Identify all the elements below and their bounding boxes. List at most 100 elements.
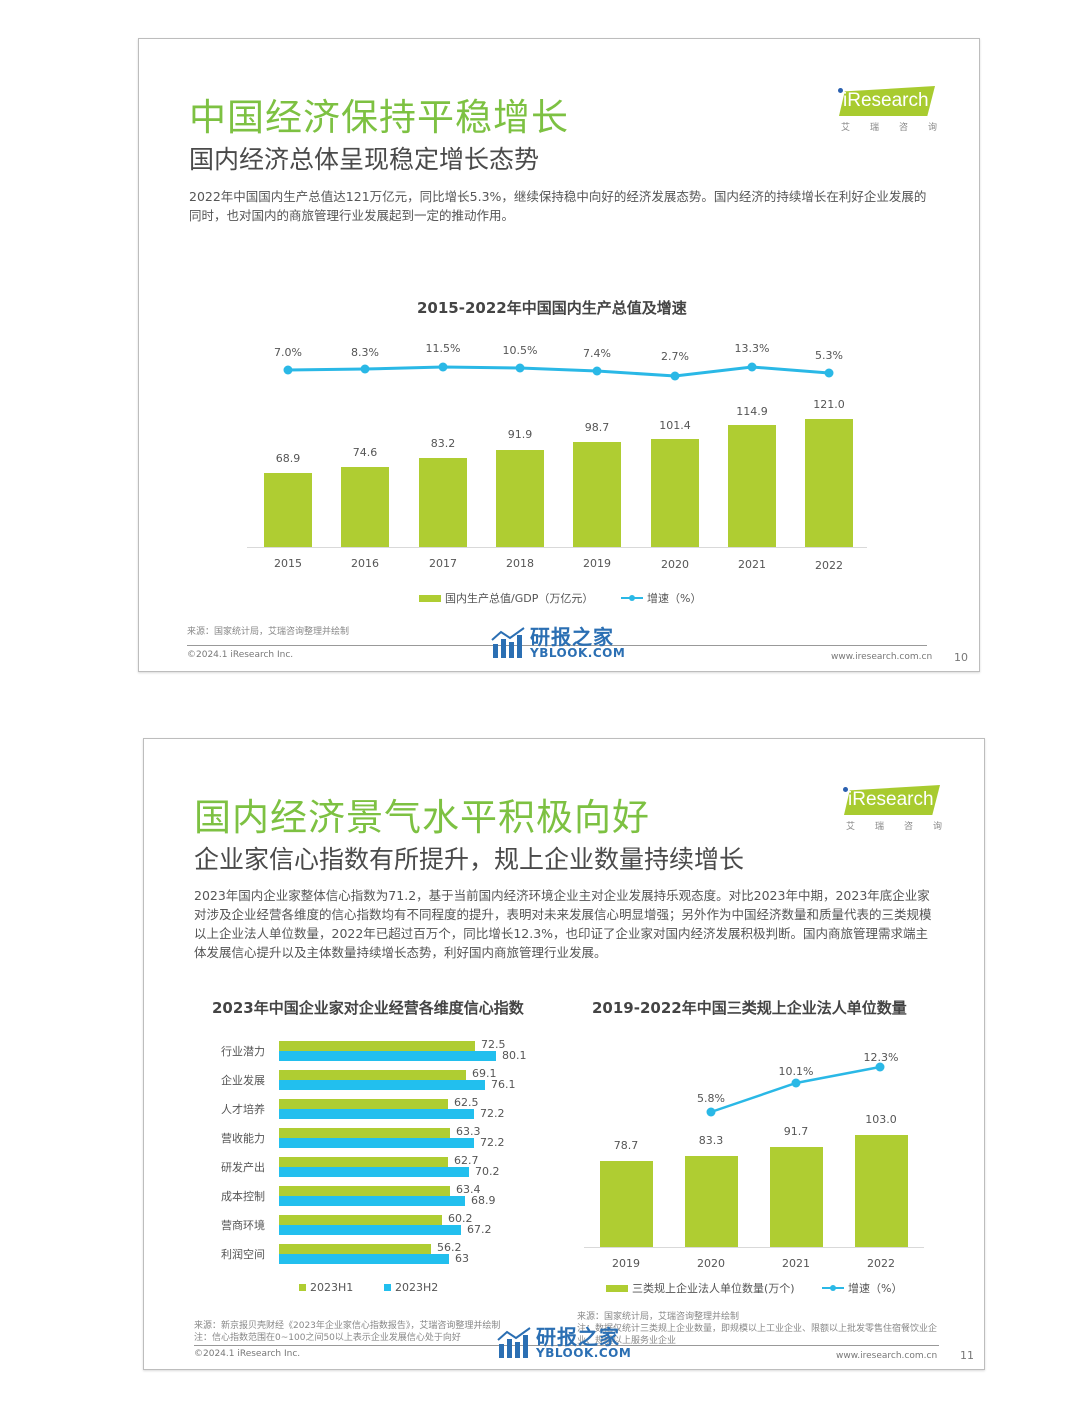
bar-h2: [279, 1254, 449, 1264]
x-tick: 2022: [815, 559, 843, 572]
logo-char: 瑞: [869, 123, 879, 133]
logo-cn: 艾 瑞 咨 询: [841, 120, 937, 133]
value-h1: 69.1: [472, 1067, 497, 1080]
category-label: 营商环境: [221, 1219, 265, 1232]
gdp-bar-2016: [341, 467, 389, 547]
copyright: ©2024.1 iResearch Inc.: [187, 650, 294, 660]
value-h1: 62.7: [454, 1154, 479, 1167]
bar-h1: [279, 1244, 431, 1254]
watermark-cn: 研报之家: [530, 625, 614, 649]
legend-label: 2023H2: [395, 1281, 439, 1294]
website-url: www.iresearch.com.cn: [831, 652, 933, 662]
logo-dot-icon: [838, 88, 843, 93]
legend-line-icon: [621, 595, 643, 601]
watermark-cn: 研报之家: [536, 1325, 620, 1349]
legend-swatch-blue: [384, 1284, 391, 1291]
bar-h1: [279, 1041, 475, 1051]
growth-label: 2.7%: [661, 350, 689, 363]
footer-divider: [187, 645, 927, 646]
legend-swatch-green: [606, 1284, 628, 1292]
x-tick: 2021: [782, 1257, 810, 1270]
category-label: 成本控制: [221, 1190, 265, 1203]
enterprise-bar-2020: [685, 1156, 738, 1247]
legend-label: 增速（%）: [647, 592, 702, 605]
value-h2: 67.2: [467, 1223, 492, 1236]
enterprise-bar-2021: [770, 1147, 823, 1247]
legend-h1: 2023H1: [299, 1281, 353, 1294]
legend-gdp: 国内生产总值/GDP（万亿元）: [419, 590, 593, 606]
report-page-10: 中国经济保持平稳增长 国内经济总体呈现稳定增长态势 iResearch 艾 瑞 …: [138, 38, 980, 672]
bar-h1: [279, 1128, 450, 1138]
value-h1: 56.2: [437, 1241, 462, 1254]
category-label: 企业发展: [221, 1074, 265, 1087]
gdp-value-label: 114.9: [736, 405, 768, 418]
bar-h2: [279, 1080, 485, 1090]
legend-enterprise: 三类规上企业法人单位数量(万个): [606, 1280, 795, 1296]
note-right: 注：数据仅统计三类规上企业数量，即规模以上工业企业、限额以上批发零售住宿餐饮业企…: [577, 1324, 938, 1346]
bar-h2: [279, 1109, 474, 1119]
growth-label: 12.3%: [863, 1051, 899, 1064]
category-label: 研发产出: [221, 1161, 265, 1174]
enterprise-value-label: 83.3: [698, 1134, 724, 1147]
x-tick: 2016: [351, 557, 379, 570]
value-h1: 63.4: [456, 1183, 481, 1196]
category-label: 行业潜力: [221, 1045, 265, 1058]
gdp-value-label: 83.2: [430, 437, 456, 450]
logo-char: 询: [932, 822, 942, 832]
growth-label: 8.3%: [351, 346, 379, 359]
value-h2: 68.9: [471, 1194, 496, 1207]
legend-growth: 增速（%）: [621, 590, 701, 606]
x-axis: [584, 1247, 924, 1248]
growth-label: 5.3%: [815, 349, 843, 362]
logo-cn: 艾 瑞 咨 询: [846, 819, 942, 832]
enterprise-value-label: 91.7: [783, 1125, 809, 1138]
value-h1: 60.2: [448, 1212, 473, 1225]
enterprise-growth-line: [706, 1062, 885, 1117]
bar-h2: [279, 1051, 496, 1061]
bar-h1: [279, 1215, 442, 1225]
footer-divider: [194, 1345, 939, 1346]
category-label: 人才培养: [221, 1103, 265, 1116]
gdp-bar-2015: [264, 473, 312, 547]
gdp-bar-2020: [651, 439, 699, 547]
value-h1: 72.5: [481, 1038, 506, 1051]
x-axis: [247, 547, 867, 548]
value-h2: 70.2: [475, 1165, 500, 1178]
source-note-left: 来源：新京报贝壳财经《2023年企业家信心指数报告》，艾瑞咨询整理并绘制: [194, 1321, 501, 1331]
gdp-value-label: 98.7: [584, 421, 610, 434]
logo-brand: iResearch: [843, 90, 929, 111]
enterprise-value-label: 103.0: [865, 1113, 897, 1126]
gdp-growth-line: [283, 362, 834, 381]
bar-h1: [279, 1157, 448, 1167]
gdp-bar-2017: [419, 458, 467, 547]
bar-h2: [279, 1138, 474, 1148]
enterprise-bar-2022: [855, 1135, 908, 1247]
legend-label: 国内生产总值/GDP（万亿元）: [445, 592, 594, 605]
page-number: 10: [954, 651, 968, 664]
x-tick: 2018: [506, 557, 534, 570]
value-h1: 62.5: [454, 1096, 479, 1109]
page-title: 国内经济景气水平积极向好: [194, 796, 650, 839]
enterprise-bar-2019: [600, 1161, 653, 1247]
logo-char: 艾: [846, 822, 856, 832]
gdp-value-label: 101.4: [659, 419, 691, 432]
gdp-bar-2018: [496, 450, 544, 547]
legend-label: 2023H1: [310, 1281, 354, 1294]
value-h2: 72.2: [480, 1136, 505, 1149]
gdp-chart-title: 2015-2022年中国国内生产总值及增速: [417, 299, 687, 317]
x-tick: 2020: [697, 1257, 725, 1270]
value-h1: 63.3: [456, 1125, 481, 1138]
bar-h2: [279, 1225, 461, 1235]
bar-h1: [279, 1099, 448, 1109]
value-h2: 72.2: [480, 1107, 505, 1120]
watermark-en: YBLOOK.COM: [536, 1346, 632, 1360]
legend-label: 增速（%）: [848, 1282, 903, 1295]
report-page-11: 国内经济景气水平积极向好 企业家信心指数有所提升，规上企业数量持续增长 iRes…: [143, 738, 985, 1370]
bar-chart-arrow-icon: [491, 627, 525, 658]
page-subtitle: 国内经济总体呈现稳定增长态势: [189, 145, 540, 174]
logo-char: 艾: [841, 123, 851, 133]
watermark: 研报之家 YBLOOK.COM: [497, 1325, 632, 1360]
page-body-text: 2023年国内企业家整体信心指数为71.2，基于当前国内经济环境企业主对企业发展…: [194, 888, 932, 960]
legend-swatch-green: [299, 1284, 306, 1291]
watermark: 研报之家 YBLOOK.COM: [491, 625, 625, 659]
